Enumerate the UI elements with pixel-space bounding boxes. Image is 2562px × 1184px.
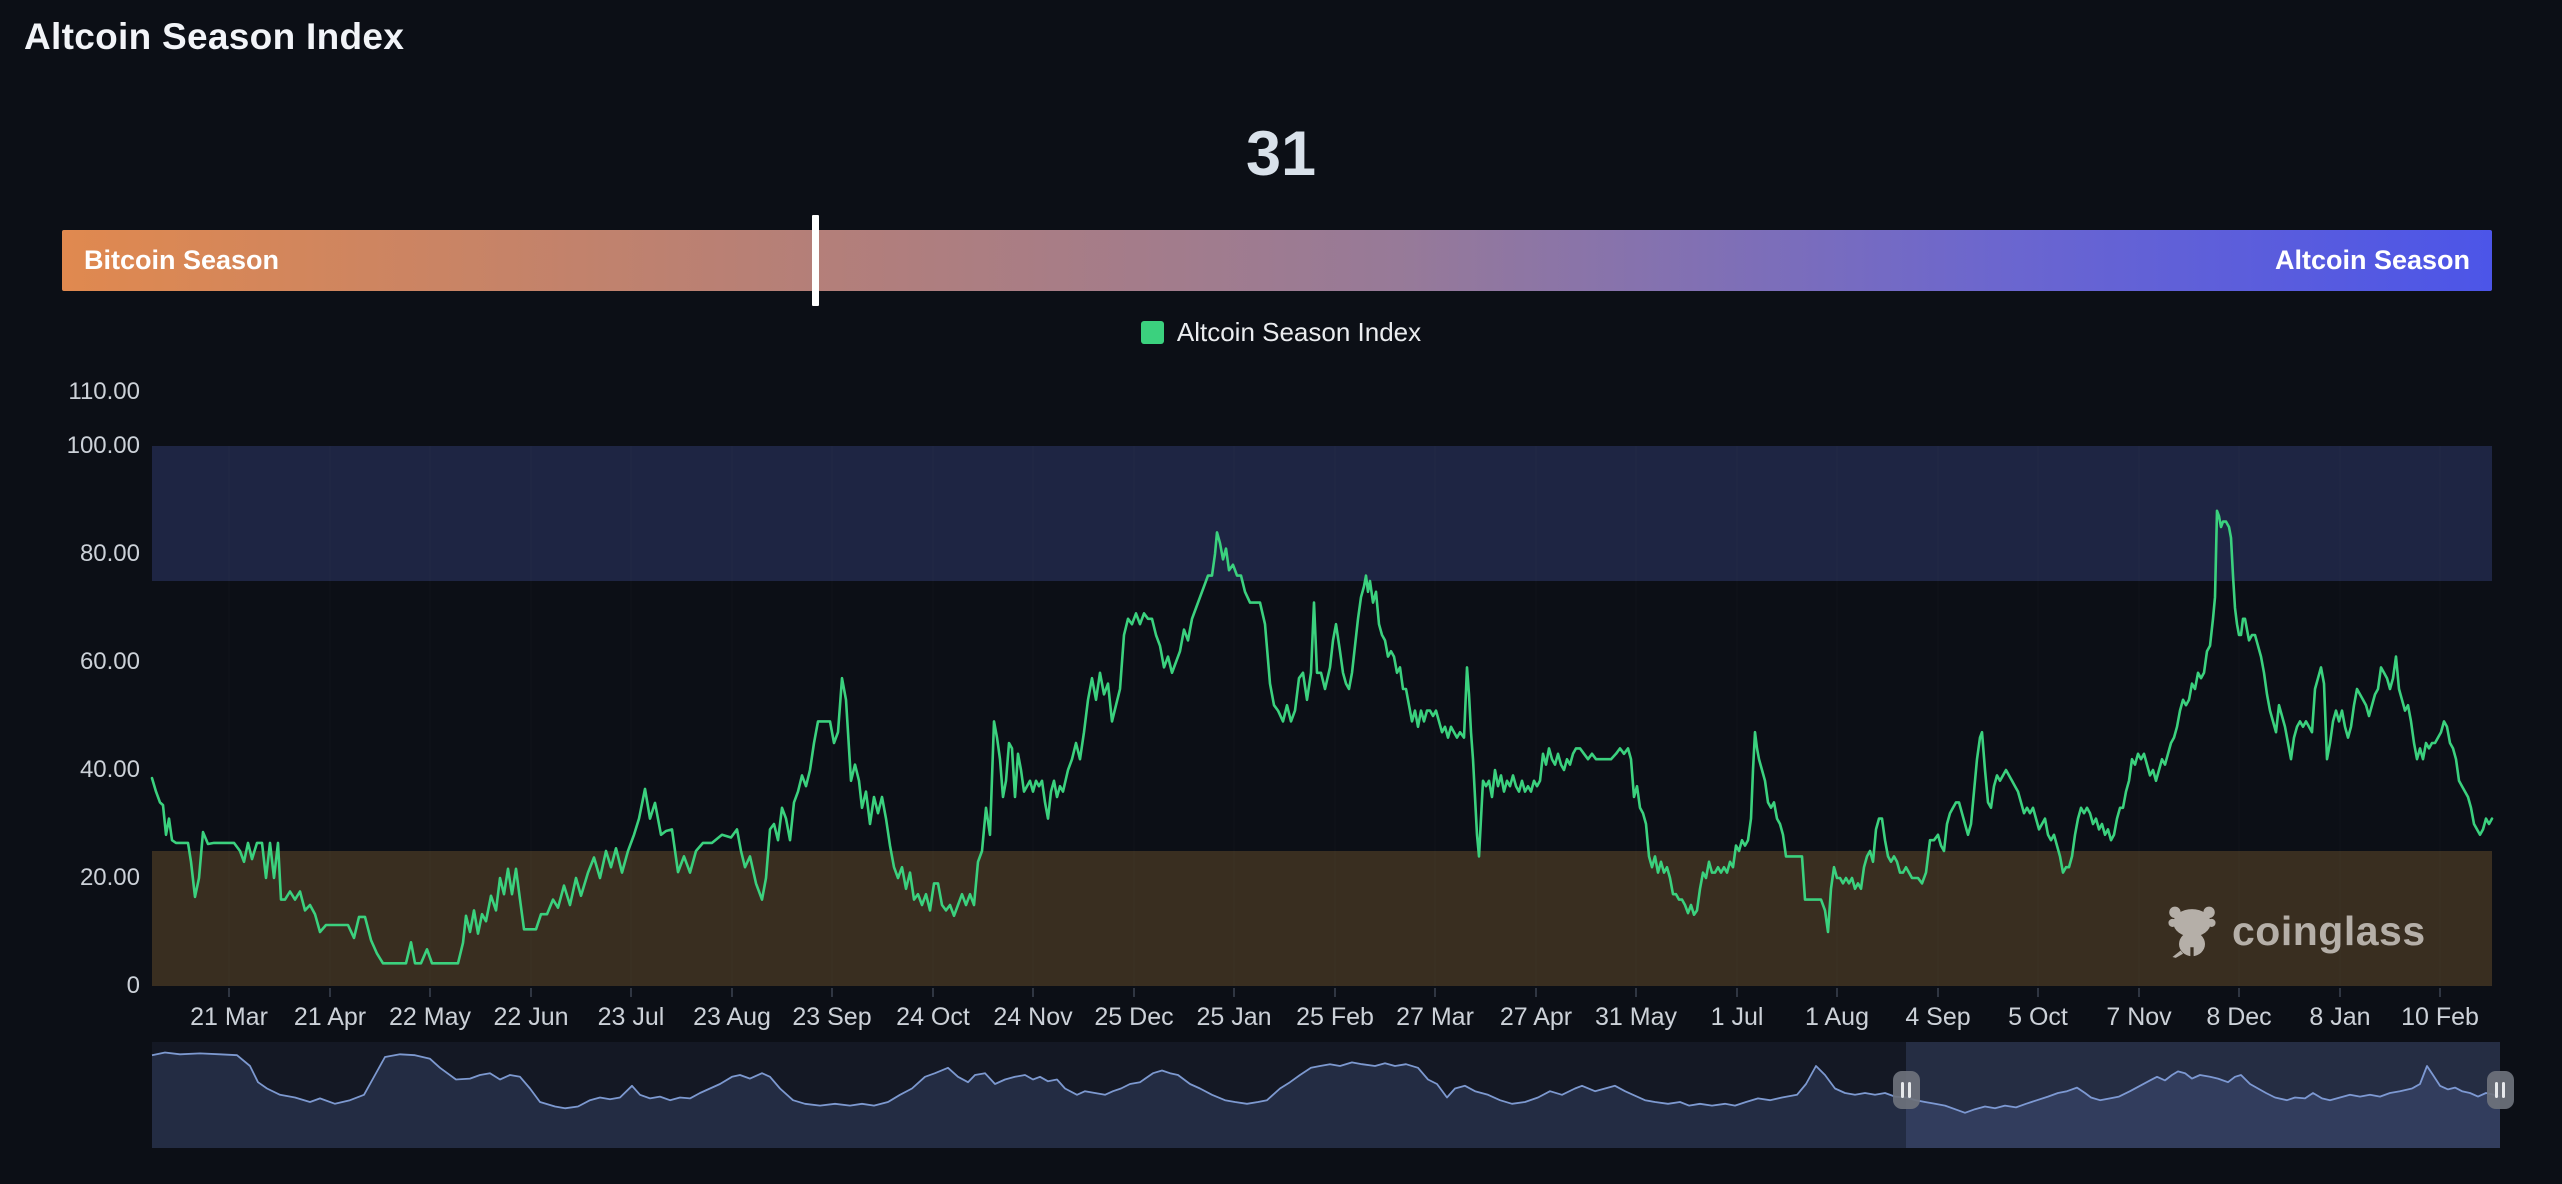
pause-bar-icon	[2495, 1082, 2498, 1098]
y-axis-label: 40.00	[79, 756, 140, 783]
navigator-selected-range[interactable]	[1906, 1042, 2500, 1148]
legend-swatch-icon	[1140, 321, 1164, 344]
page-title: Altcoin Season Index	[24, 16, 405, 57]
navigator-area	[152, 1052, 2500, 1148]
x-axis-label: 21 Apr	[293, 1003, 367, 1031]
plot-band-bitcoin-season-zone	[152, 851, 2492, 986]
x-axis-label: 21 Mar	[190, 1003, 268, 1031]
x-axis-label: 24 Oct	[896, 1003, 970, 1031]
x-axis-label: 27 Apr	[1499, 1003, 1573, 1031]
x-axis-label: 31 May	[1595, 1003, 1677, 1031]
altcoin-season-index-line	[150, 509, 2494, 965]
chart-legend: Altcoin Season Index	[0, 317, 2562, 348]
x-axis-label: 23 Sep	[792, 1003, 872, 1031]
x-axis-label: 24 Nov	[993, 1003, 1073, 1031]
pause-bar-icon	[1901, 1082, 1904, 1098]
watermark: coinglass	[2166, 903, 2426, 959]
x-axis-label: 23 Aug	[693, 1003, 771, 1031]
navigator-line	[151, 1051, 2501, 1114]
x-axis-label: 1 Aug	[1805, 1003, 1869, 1031]
x-axis-label: 23 Jul	[597, 1003, 665, 1031]
x-axis-label: 22 May	[389, 1003, 471, 1031]
x-axis-label: 22 Jun	[493, 1003, 569, 1031]
x-axis-label: 7 Nov	[2106, 1003, 2172, 1031]
x-axis-label: 8 Dec	[2206, 1003, 2272, 1031]
x-axis-label: 25 Dec	[1094, 1003, 1174, 1031]
x-axis-label: 1 Jul	[1710, 1003, 1764, 1031]
coinglass-bull-icon	[2168, 906, 2216, 958]
legend-label: Altcoin Season Index	[1176, 317, 1422, 347]
y-axis-label: 20.00	[79, 864, 140, 891]
gauge-label-altcoin-season: Altcoin Season	[2274, 245, 2470, 275]
gauge-label-bitcoin-season: Bitcoin Season	[84, 245, 280, 275]
x-axis-label: 8 Jan	[2309, 1003, 2371, 1031]
gauge-marker	[811, 215, 819, 306]
season-gauge: Bitcoin Season Altcoin Season	[62, 215, 2492, 306]
navigator-background	[152, 1042, 2500, 1148]
plot-area[interactable]	[152, 446, 2492, 986]
x-axis-label: 27 Mar	[1396, 1003, 1474, 1031]
y-axis-label: 60.00	[79, 648, 140, 675]
pause-bar-icon	[1908, 1082, 1911, 1098]
index-current-value: 31	[1245, 119, 1317, 189]
navigator-left-handle[interactable]	[1892, 1071, 1920, 1109]
navigator-right-handle[interactable]	[2486, 1071, 2514, 1109]
pause-bar-icon	[2502, 1082, 2505, 1098]
legend-item-altcoin-season-index[interactable]: Altcoin Season Index	[1140, 317, 1422, 348]
x-axis-label: 10 Feb	[2401, 1003, 2479, 1031]
x-axis-label: 25 Jan	[1196, 1003, 1272, 1031]
watermark-text: coinglass	[2232, 907, 2426, 954]
x-axis-label: 25 Feb	[1296, 1003, 1374, 1031]
y-axis-label: 0	[126, 972, 140, 999]
y-axis-label: 110.00	[68, 378, 140, 405]
y-axis-label: 100.00	[66, 432, 140, 459]
y-axis-label: 80.00	[79, 540, 140, 567]
x-axis-label: 5 Oct	[2008, 1003, 2068, 1031]
x-axis-label: 4 Sep	[1905, 1003, 1971, 1031]
plot-band-altcoin-season-zone	[152, 446, 2492, 581]
